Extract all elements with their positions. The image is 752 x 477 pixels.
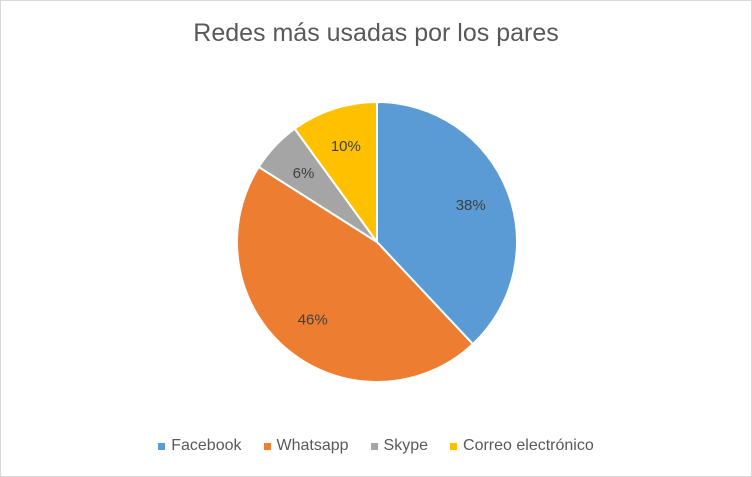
pie-labels: 38% 46% 6% 10% — [293, 138, 486, 329]
legend-label-correo: Correo electrónico — [463, 437, 594, 454]
pie-slice-correo-electrónico — [293, 100, 378, 246]
pie-slice-facebook — [376, 100, 518, 346]
legend-swatch-facebook — [158, 442, 166, 450]
legend-swatch-skype — [370, 442, 378, 450]
legend-label-facebook: Facebook — [171, 437, 242, 454]
legend-label-whatsapp: Whatsapp — [276, 437, 349, 454]
pie-slices — [236, 100, 518, 384]
pie-label-whatsapp: 46% — [298, 312, 328, 329]
pie-slice-whatsapp — [236, 165, 475, 384]
pie-label-skype: 6% — [293, 165, 315, 182]
pie-label-facebook: 38% — [456, 197, 486, 214]
pie-label-correo-electrónico: 10% — [331, 138, 361, 155]
legend-item-whatsapp: Whatsapp — [263, 437, 349, 455]
legend-item-correo: Correo electrónico — [450, 437, 594, 455]
legend-item-skype: Skype — [370, 437, 429, 455]
legend-swatch-whatsapp — [263, 442, 271, 450]
legend-item-facebook: Facebook — [158, 437, 242, 455]
legend-swatch-correo — [450, 442, 458, 450]
legend: Facebook Whatsapp Skype Correo electróni… — [1, 437, 751, 455]
legend-label-skype: Skype — [383, 437, 429, 454]
chart-title: Redes más usadas por los pares — [193, 19, 559, 47]
